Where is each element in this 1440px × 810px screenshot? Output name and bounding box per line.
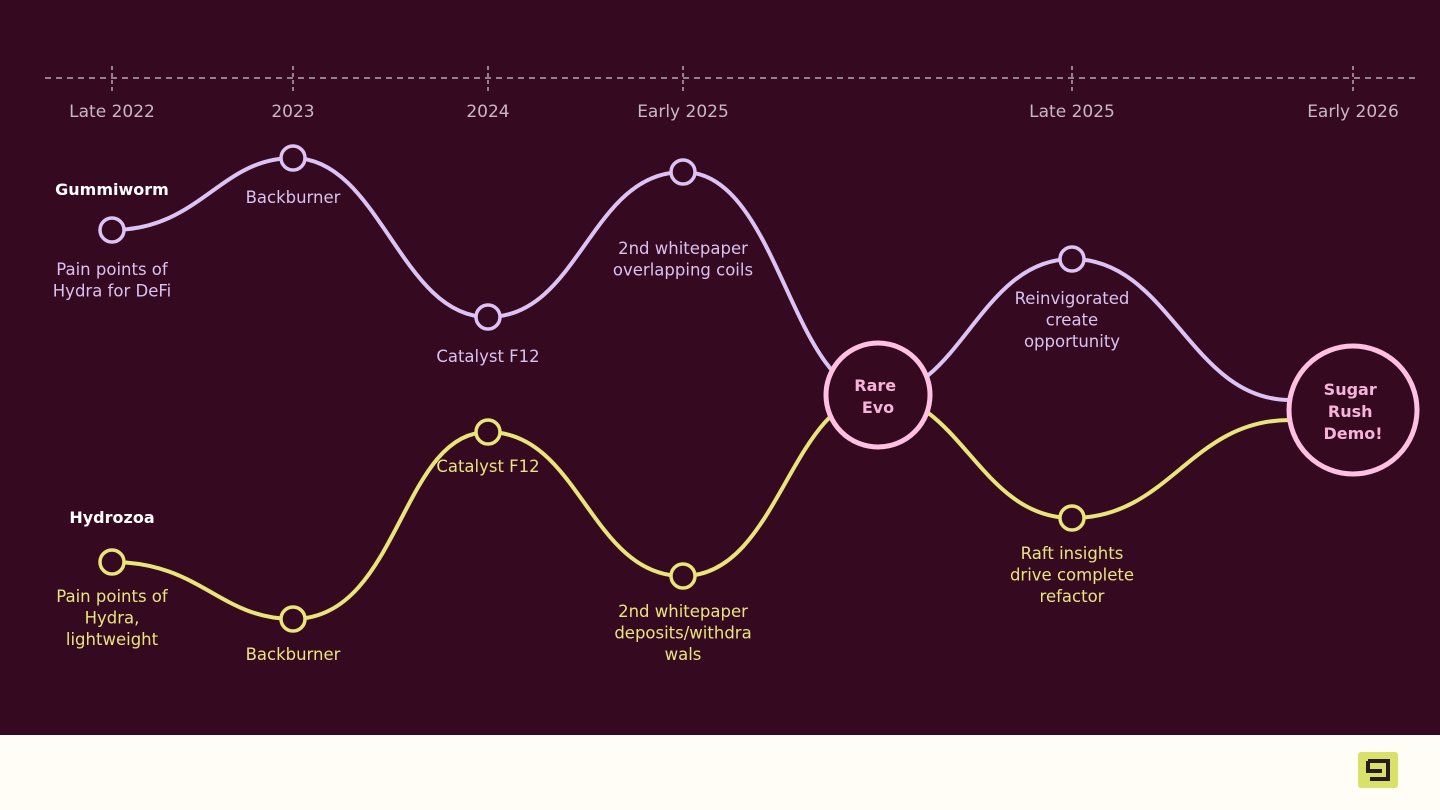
gummiworm-milestone-label: Backburner (246, 188, 341, 207)
hydrozoa-milestone-label: Backburner (246, 645, 341, 664)
sugar-rush-demo-hub (1286, 343, 1420, 477)
gummiworm-track-name: Gummiworm (55, 180, 169, 199)
slide-canvas: Late 2022 2023 2024 Early 2025 Late 2025 Earl… (0, 0, 1440, 735)
hydrozoa-milestone-label: Catalyst F12 (436, 457, 539, 476)
timeline-diagram: Late 2022 2023 2024 Early 2025 Late 2025 Earl… (45, 66, 1420, 664)
gummiworm-milestone-label: Pain points of Hydra for DeFi (53, 260, 171, 301)
hydrozoa-milestone-label: Raft insights drive complete refactor (1010, 544, 1134, 606)
gummiworm-milestone-label: Catalyst F12 (436, 347, 539, 366)
hydrozoa-track-name: Hydrozoa (69, 508, 154, 527)
hydrozoa-milestone-node (98, 548, 126, 576)
gummiworm-milestone-node (1058, 245, 1086, 273)
timeline-tick-label: 2024 (466, 102, 509, 122)
hydrozoa-milestone-node (669, 562, 697, 590)
footer-bar (0, 735, 1440, 810)
timeline-tick-label: Late 2022 (69, 102, 155, 122)
sugar-rush-demo-label: Sugar Rush Demo! (1323, 380, 1382, 443)
g-logo-icon (1358, 752, 1398, 788)
gummiworm-milestone-node (669, 158, 697, 186)
hydrozoa-milestone-label: Pain points of Hydra, lightweight (56, 587, 169, 649)
timeline-tick-label: 2023 (271, 102, 314, 122)
timeline-tick-label: Early 2026 (1307, 102, 1399, 122)
hydrozoa-milestone-node (279, 605, 307, 633)
timeline-tick-label: Early 2025 (637, 102, 729, 122)
hydrozoa-milestone-label: 2nd whitepaper deposits/withdra wals (614, 602, 751, 664)
hydrozoa-milestone-node (1058, 504, 1086, 532)
gummiworm-milestone-node (98, 216, 126, 244)
gummiworm-milestone-node (474, 303, 502, 331)
rare-evo-hub (823, 340, 933, 450)
gummiworm-milestone-label: 2nd whitepaper overlapping coils (613, 239, 753, 280)
hydrozoa-milestone-node (474, 418, 502, 446)
hydrozoa-curve (111, 392, 1291, 622)
rare-evo-label: Rare Evo (854, 376, 901, 417)
gummiworm-milestone-label: Reinvigorated create opportunity (1015, 289, 1130, 351)
timeline-tick-label: Late 2025 (1029, 102, 1115, 122)
gummiworm-milestone-node (279, 144, 307, 172)
